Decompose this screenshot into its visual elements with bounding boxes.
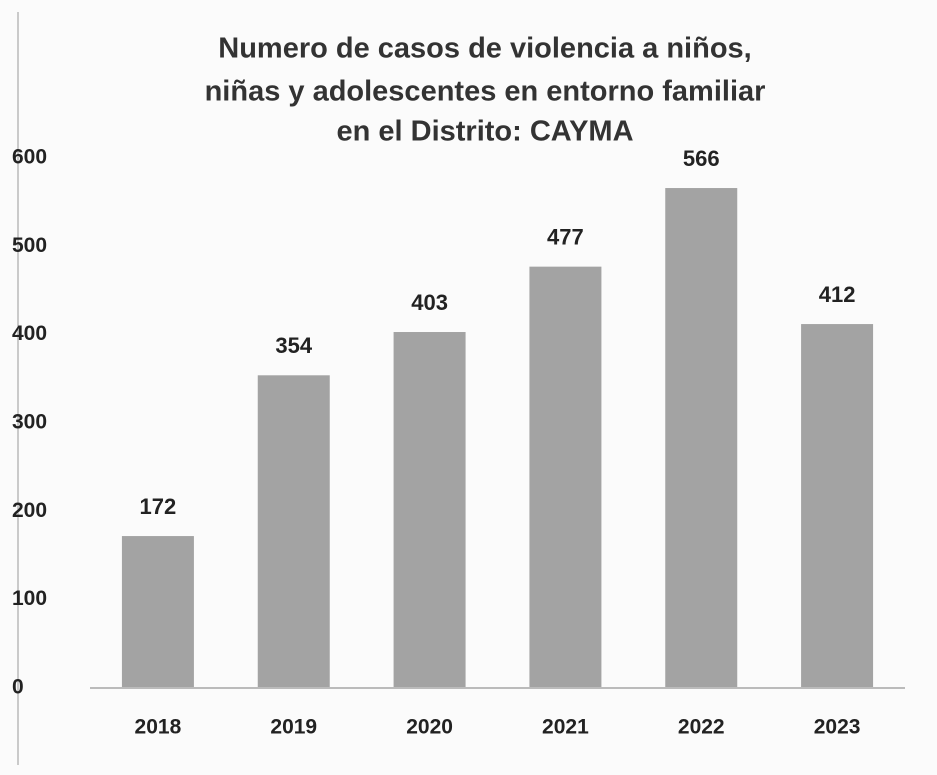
y-tick-label: 200: [12, 499, 47, 522]
chart-title: en el Distrito: CAYMA: [336, 116, 633, 148]
y-tick-label: 500: [12, 234, 47, 257]
x-tick-label: 2020: [406, 716, 453, 739]
y-tick-label: 300: [12, 411, 47, 434]
x-tick-label: 2021: [542, 716, 589, 739]
bar: [529, 266, 602, 688]
bar: [801, 324, 874, 688]
x-tick-label: 2022: [678, 716, 725, 739]
data-label: 172: [140, 494, 177, 519]
y-tick-label: 600: [12, 146, 47, 169]
x-tick-label: 2018: [135, 716, 182, 739]
y-tick-label: 100: [12, 587, 47, 610]
chart-title: niñas y adolescentes en entorno familiar: [205, 76, 766, 108]
x-tick-label: 2019: [270, 716, 317, 739]
data-label: 354: [275, 333, 312, 358]
bar: [121, 536, 194, 688]
bar: [257, 375, 330, 688]
chart-title: Numero de casos de violencia a niños,: [218, 33, 751, 65]
bar: [393, 332, 466, 688]
y-tick-label: 400: [12, 322, 47, 345]
data-label: 566: [683, 146, 720, 171]
y-tick-label: 0: [12, 676, 24, 699]
data-label: 412: [819, 282, 856, 307]
x-tick-label: 2023: [814, 716, 861, 739]
bar: [665, 188, 738, 689]
data-label: 403: [411, 290, 448, 315]
data-label: 477: [547, 224, 584, 249]
